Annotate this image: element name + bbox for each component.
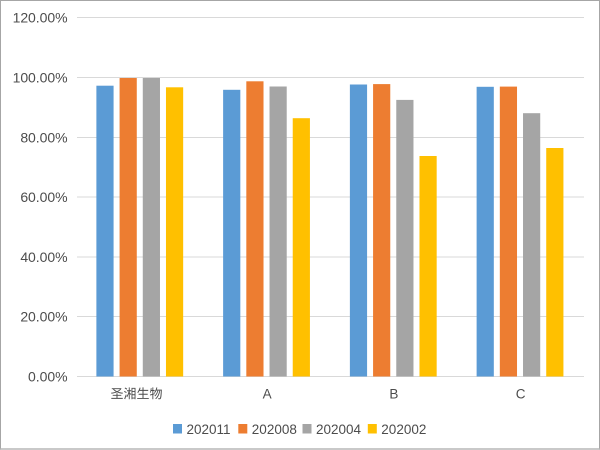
svg-text:202004: 202004 — [316, 422, 362, 437]
svg-text:202008: 202008 — [252, 422, 297, 437]
svg-text:C: C — [516, 387, 526, 402]
svg-text:202011: 202011 — [187, 422, 231, 437]
svg-text:40.00%: 40.00% — [20, 249, 67, 265]
svg-text:B: B — [389, 387, 398, 402]
svg-text:202002: 202002 — [381, 422, 426, 437]
svg-text:20.00%: 20.00% — [20, 308, 67, 324]
svg-text:100.00%: 100.00% — [13, 69, 68, 85]
svg-text:0.00%: 0.00% — [28, 368, 67, 384]
svg-text:120.00%: 120.00% — [13, 9, 68, 25]
svg-text:A: A — [263, 387, 272, 402]
svg-text:60.00%: 60.00% — [20, 189, 67, 205]
svg-text:80.00%: 80.00% — [20, 129, 67, 145]
